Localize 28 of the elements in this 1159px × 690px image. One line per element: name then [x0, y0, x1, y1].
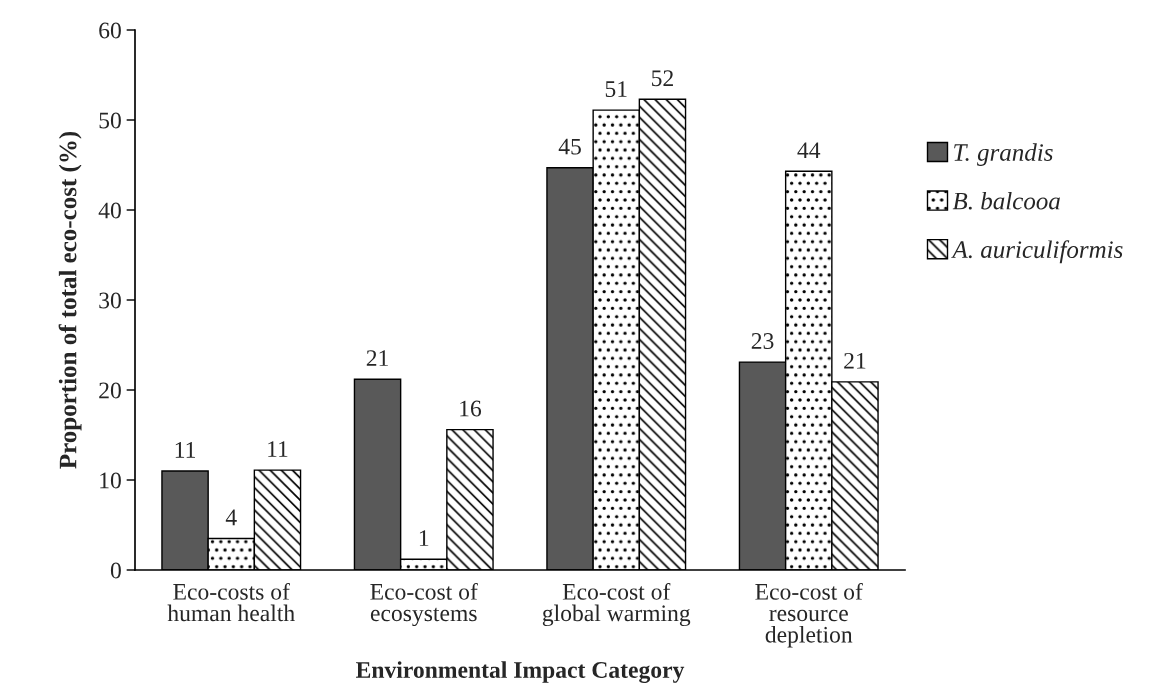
data-label: 4	[225, 509, 237, 526]
data-label: 16	[460, 400, 482, 417]
y-tick-label: 20	[99, 382, 121, 399]
y-tick-label: 40	[98, 202, 121, 219]
data-label: 11	[268, 441, 288, 457]
data-label: 52	[652, 70, 673, 87]
data-label: 1	[419, 530, 429, 546]
y-tick-label: 60	[99, 22, 121, 39]
data-label: 11	[175, 442, 195, 458]
data-label: 44	[797, 142, 821, 158]
x-tick-label: Eco-cost of resource depletion	[755, 582, 863, 648]
legend-label: A. auriculiformis	[951, 240, 1123, 264]
data-label: 23	[751, 333, 774, 349]
x-tick-label: Eco-costs of human health	[167, 582, 295, 622]
x-tick-label: Eco-cost of global warming	[542, 582, 691, 627]
data-label: 45	[558, 138, 581, 155]
legend-label: B. balcooa	[952, 191, 1060, 210]
y-tick-label: 50	[99, 112, 121, 129]
y-tick-label: 30	[99, 292, 121, 309]
legend-label: T. grandis	[954, 143, 1053, 167]
x-tick-label: Eco-cost of ecosystems	[370, 582, 478, 627]
data-label: 21	[844, 352, 866, 369]
data-label: 21	[366, 350, 388, 366]
y-tick-label: 0	[110, 562, 121, 579]
y-tick-label: 10	[100, 472, 121, 489]
x-axis-title: Environmental Impact Category	[356, 661, 685, 683]
data-label: 51	[605, 81, 627, 97]
y-axis-title: Proportion of total eco-cost (%)	[58, 131, 82, 469]
